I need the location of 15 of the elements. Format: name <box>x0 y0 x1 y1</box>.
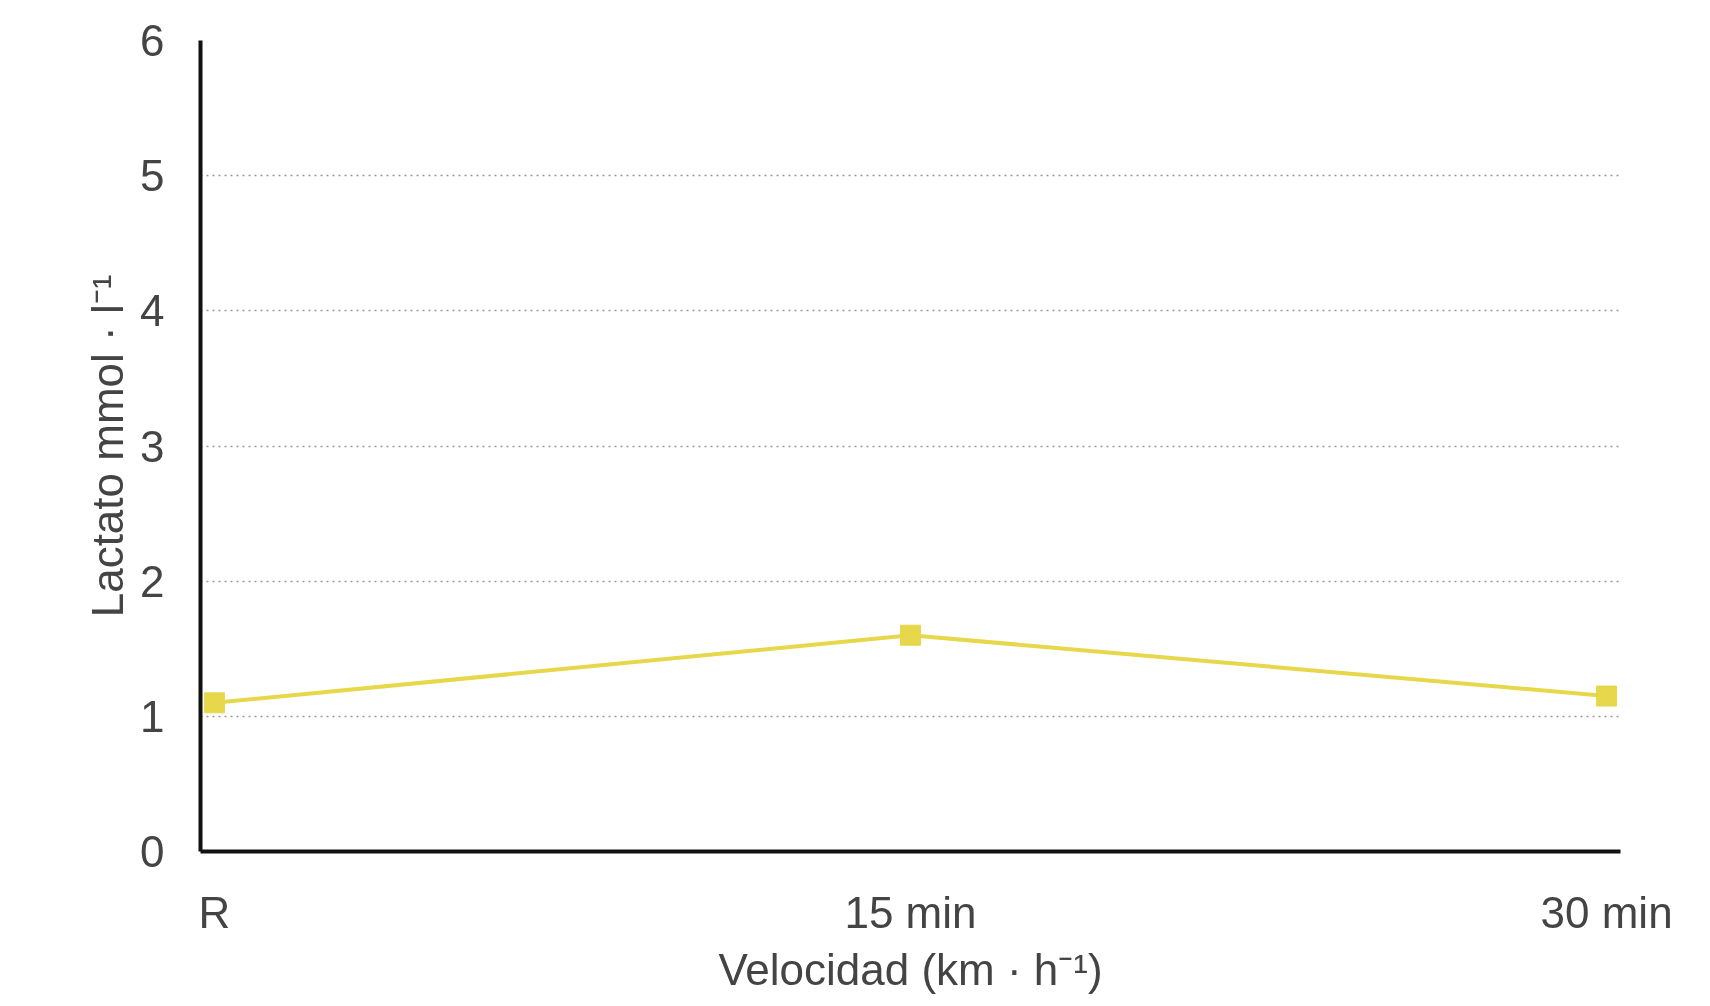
x-axis-title: Velocidad (km · h⁻¹) <box>718 944 1103 994</box>
x-tick-label: R <box>198 887 231 937</box>
y-tick-label: 2 <box>140 556 165 606</box>
y-tick-label: 3 <box>140 421 165 471</box>
y-tick-label: 1 <box>140 691 165 741</box>
y-axis-title: Lactato mmol · l⁻¹ <box>83 274 133 618</box>
point <box>900 624 921 646</box>
y-tick-label: 4 <box>140 286 165 336</box>
y-tick-label: 6 <box>140 16 165 65</box>
x-tick-label: 30 min <box>1540 887 1673 937</box>
point <box>1596 685 1618 707</box>
point <box>203 692 225 714</box>
y-tick-label: 5 <box>140 151 165 201</box>
y-tick-label: 0 <box>140 827 165 876</box>
x-tick-label: 15 min <box>844 887 977 937</box>
